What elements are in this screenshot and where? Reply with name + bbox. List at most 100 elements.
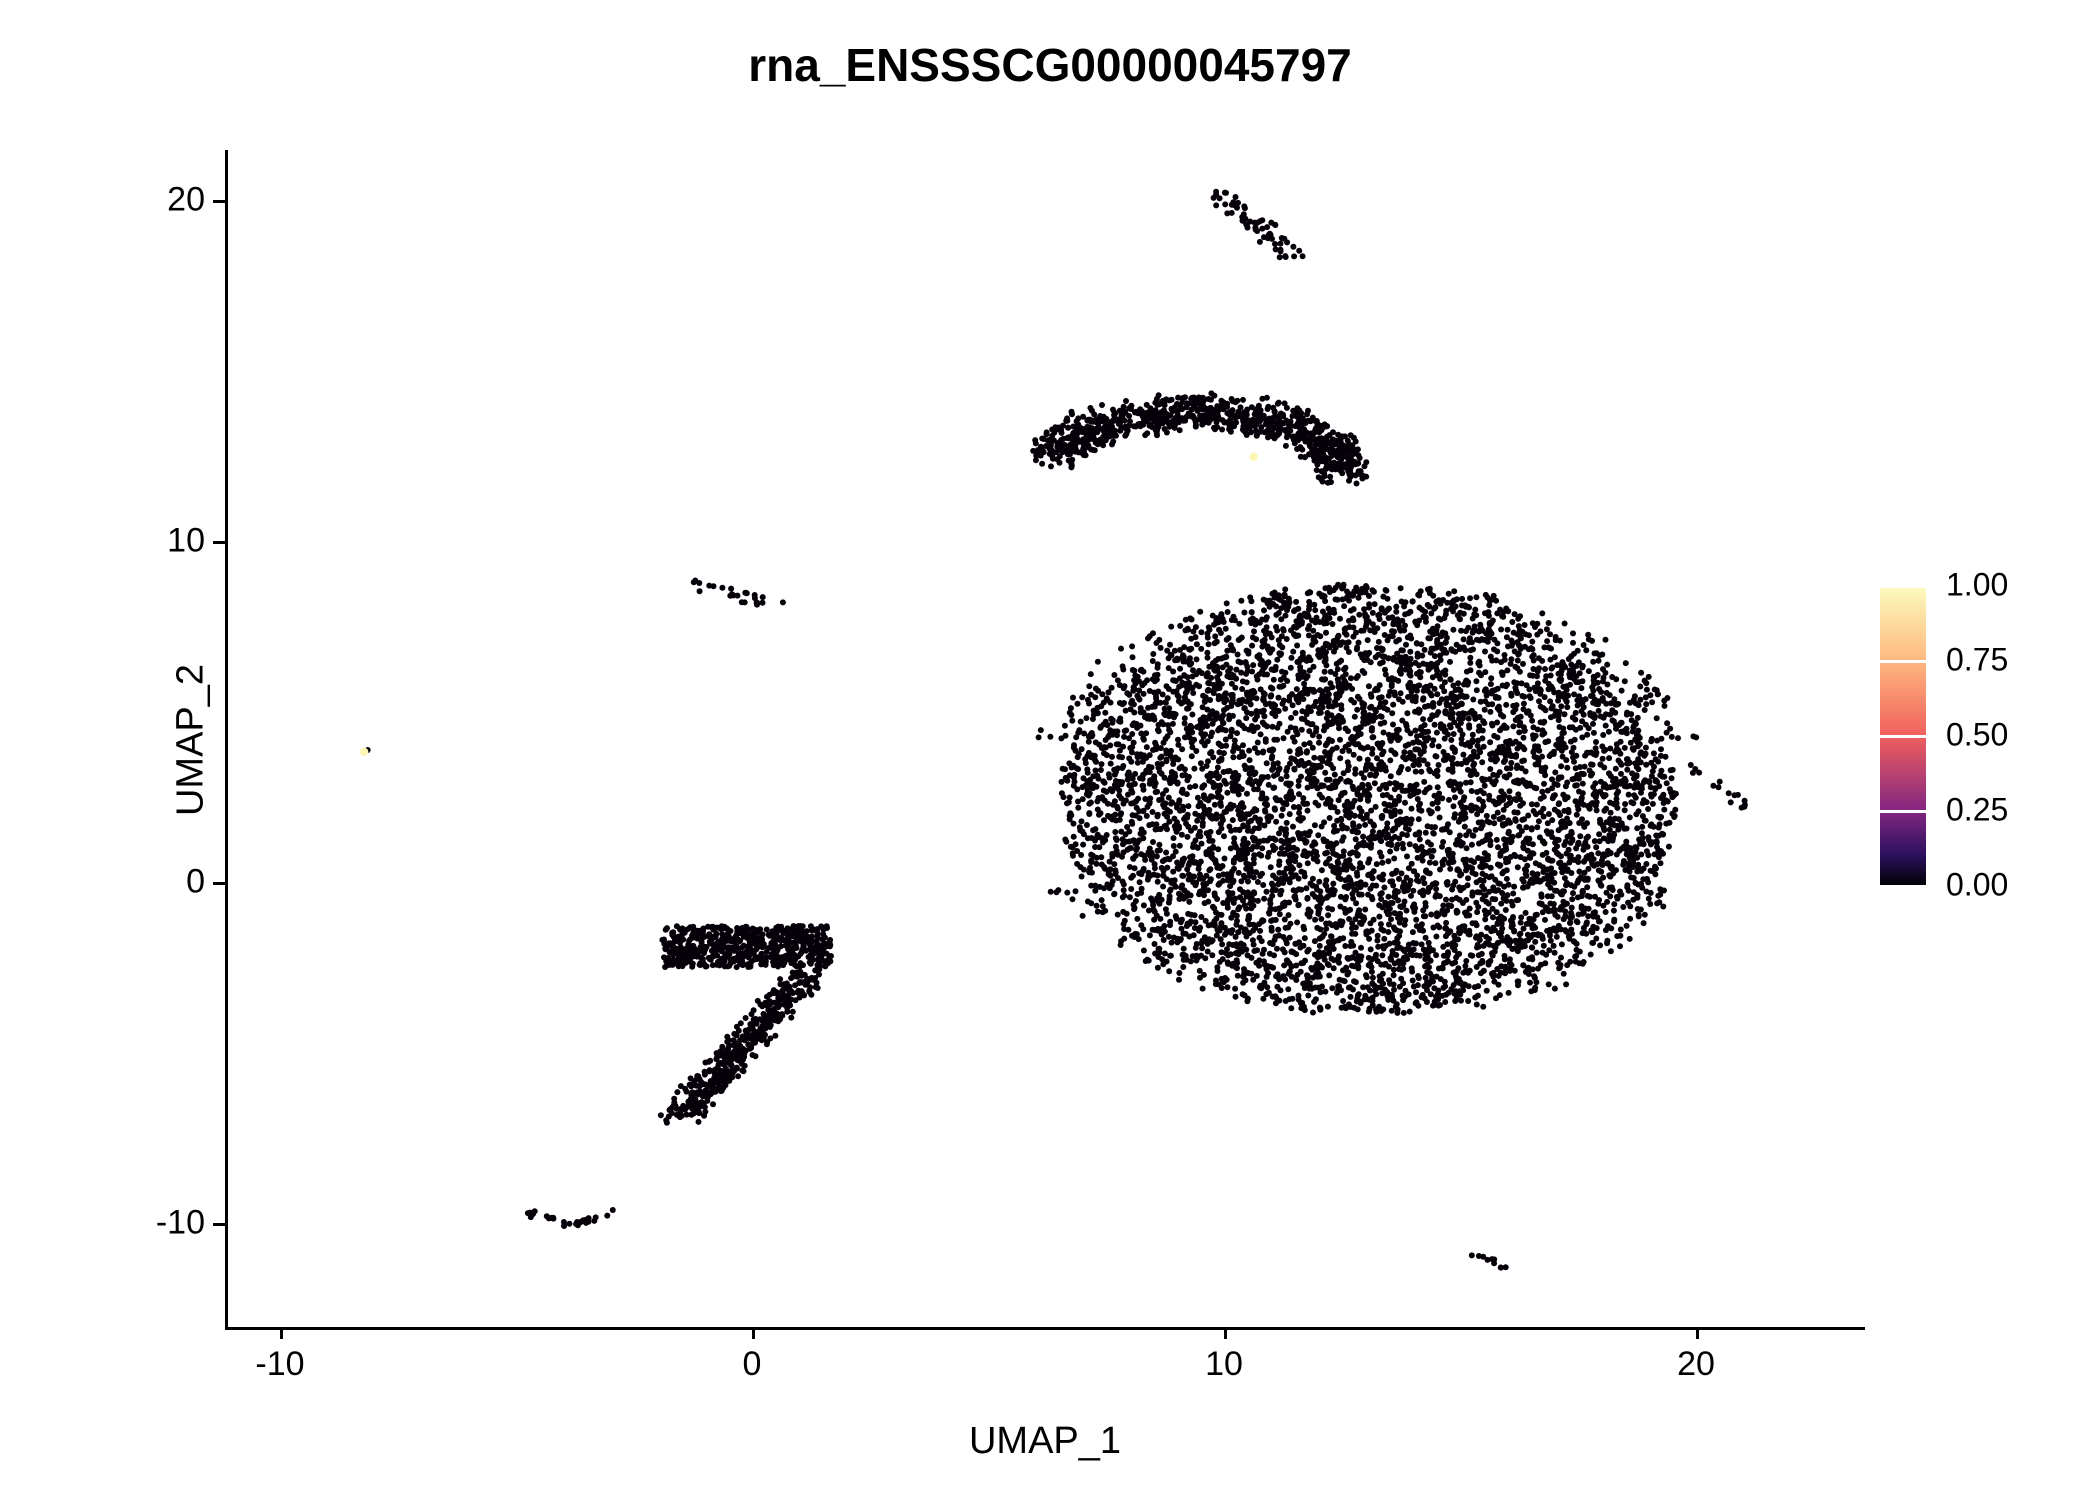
- scatter-point: [1542, 666, 1548, 672]
- scatter-point: [1468, 667, 1474, 673]
- scatter-point: [1179, 406, 1185, 412]
- scatter-point: [1637, 684, 1643, 690]
- scatter-point: [1166, 665, 1172, 671]
- scatter-point: [1536, 698, 1542, 704]
- scatter-point: [1611, 908, 1617, 914]
- scatter-point: [1217, 195, 1223, 201]
- scatter-point: [1555, 782, 1561, 788]
- scatter-point: [1284, 239, 1290, 245]
- scatter-point: [1246, 424, 1252, 430]
- scatter-point: [1100, 428, 1106, 434]
- scatter-point: [1497, 853, 1503, 859]
- scatter-point: [1314, 925, 1320, 931]
- scatter-point: [1516, 729, 1522, 735]
- scatter-point: [1465, 875, 1471, 881]
- scatter-point: [1191, 932, 1197, 938]
- scatter-point: [1137, 879, 1143, 885]
- scatter-point: [1197, 872, 1203, 878]
- scatter-point: [1138, 667, 1144, 673]
- scatter-point: [1209, 407, 1215, 413]
- scatter-point: [1548, 885, 1554, 891]
- scatter-point: [1190, 690, 1196, 696]
- scatter-point: [1511, 884, 1517, 890]
- scatter-point: [1259, 917, 1265, 923]
- scatter-point: [1633, 811, 1639, 817]
- scatter-point: [1318, 458, 1324, 464]
- scatter-point: [1293, 599, 1299, 605]
- scatter-point: [1367, 819, 1373, 825]
- scatter-point: [1223, 727, 1229, 733]
- scatter-point: [1111, 418, 1117, 424]
- scatter-point: [1065, 425, 1071, 431]
- scatter-point: [1066, 458, 1072, 464]
- scatter-point: [1279, 669, 1285, 675]
- scatter-point: [1342, 943, 1348, 949]
- scatter-point: [1526, 840, 1532, 846]
- y-tick-20: [213, 200, 225, 203]
- scatter-point: [1108, 761, 1114, 767]
- scatter-point: [1291, 437, 1297, 443]
- scatter-point: [1184, 866, 1190, 872]
- scatter-point: [1477, 889, 1483, 895]
- scatter-point: [1169, 397, 1175, 403]
- scatter-point: [1552, 807, 1558, 813]
- scatter-point: [1337, 737, 1343, 743]
- scatter-point: [1336, 713, 1342, 719]
- scatter-point: [1237, 894, 1243, 900]
- scatter-point: [1390, 883, 1396, 889]
- scatter-point: [1305, 973, 1311, 979]
- scatter-point: [1386, 977, 1392, 983]
- scatter-point: [1089, 408, 1095, 414]
- scatter-point: [1296, 248, 1302, 254]
- scatter-point: [1290, 824, 1296, 830]
- scatter-point: [1481, 878, 1487, 884]
- scatter-point: [1270, 888, 1276, 894]
- scatter-point: [1124, 431, 1130, 437]
- scatter-point: [1404, 788, 1410, 794]
- scatter-point: [1243, 671, 1249, 677]
- scatter-point: [1601, 835, 1607, 841]
- scatter-point: [1356, 991, 1362, 997]
- scatter-point: [1370, 610, 1376, 616]
- scatter-point: [1427, 860, 1433, 866]
- scatter-point: [1310, 628, 1316, 634]
- scatter-point: [1086, 683, 1092, 689]
- scatter-point: [1223, 190, 1229, 196]
- scatter-point: [1633, 849, 1639, 855]
- scatter-point: [1088, 852, 1094, 858]
- scatter-point: [1391, 982, 1397, 988]
- scatter-point: [1276, 858, 1282, 864]
- scatter-point: [1647, 901, 1653, 907]
- scatter-point: [1447, 676, 1453, 682]
- scatter-point: [1350, 634, 1356, 640]
- scatter-point: [1392, 786, 1398, 792]
- scatter-point: [1078, 719, 1084, 725]
- scatter-point: [1280, 412, 1286, 418]
- scatter-point: [1141, 902, 1147, 908]
- scatter-point: [1508, 691, 1514, 697]
- scatter-point: [1305, 808, 1311, 814]
- scatter-point: [1376, 902, 1382, 908]
- scatter-point: [1362, 463, 1368, 469]
- scatter-point: [1184, 777, 1190, 783]
- scatter-point: [1404, 832, 1410, 838]
- scatter-point: [1093, 739, 1099, 745]
- scatter-point: [1326, 972, 1332, 978]
- scatter-point: [1155, 873, 1161, 879]
- scatter-point: [1152, 941, 1158, 947]
- scatter-point: [1109, 424, 1115, 430]
- scatter-point: [1464, 694, 1470, 700]
- scatter-point: [1410, 929, 1416, 935]
- scatter-point: [1304, 949, 1310, 955]
- scatter-point: [1118, 829, 1124, 835]
- scatter-point: [1244, 679, 1250, 685]
- scatter-point: [1425, 635, 1431, 641]
- scatter-point: [1516, 623, 1522, 629]
- scatter-point: [1378, 700, 1384, 706]
- scatter-point: [1067, 810, 1073, 816]
- scatter-point: [1425, 761, 1431, 767]
- scatter-point: [1531, 658, 1537, 664]
- scatter-point: [1556, 800, 1562, 806]
- x-axis-title: UMAP_1: [969, 1420, 1121, 1463]
- scatter-point: [1508, 839, 1514, 845]
